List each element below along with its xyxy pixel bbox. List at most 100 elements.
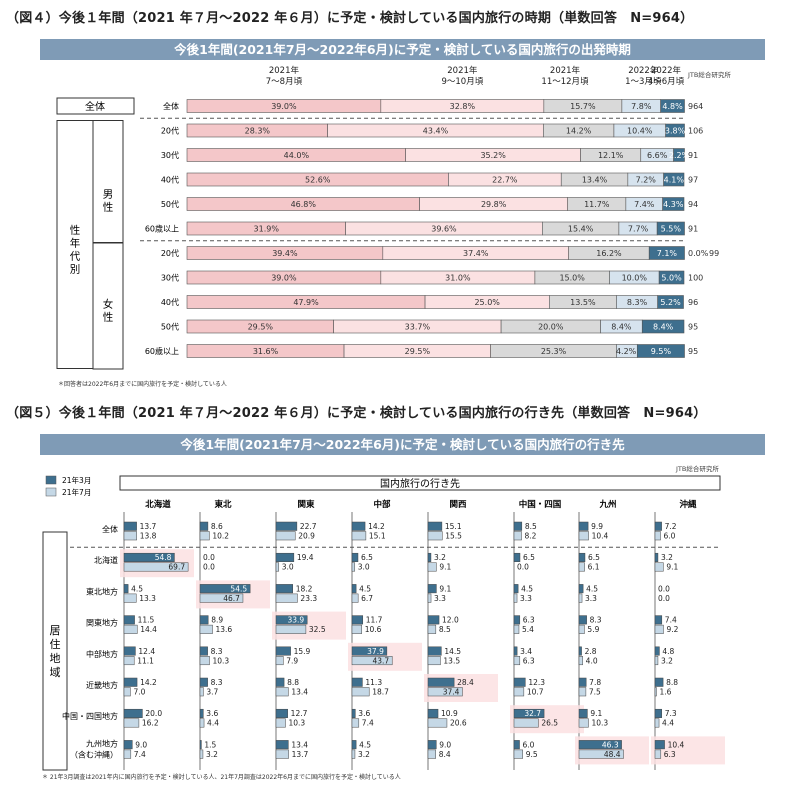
data-label: 25.3% (541, 347, 567, 356)
data-label-jul: 7.0 (133, 688, 145, 697)
bar-mar (654, 677, 664, 687)
data-label: 8.4% (653, 323, 674, 332)
series-header: 1～3月頃 (625, 77, 662, 87)
bar-mar (199, 615, 209, 625)
data-label-mar: 4.5 (586, 584, 598, 593)
data-label-mar: 15.1 (445, 522, 462, 531)
fig4-banner: 今後1年間(2021年7月～2022年6月)に予定・検討している国内旅行の出発時… (40, 39, 765, 60)
data-label-jul: 8.5 (439, 625, 451, 634)
data-label-jul: 7.4 (134, 750, 146, 759)
bar-jul (513, 593, 518, 603)
column-header: 中部 (373, 499, 391, 510)
data-label-mar: 12.4 (138, 647, 155, 656)
bar-mar (351, 740, 357, 750)
column-header: 北海道 (145, 499, 171, 510)
group-box-all (56, 97, 135, 115)
bar-jul (275, 656, 284, 666)
bar-mar (578, 677, 587, 687)
data-label: 39.0% (271, 102, 297, 111)
bar-jul (351, 687, 370, 697)
row-label: 60歳以上 (145, 346, 179, 356)
data-label-jul: 9.2 (666, 625, 678, 634)
legend-swatch (45, 487, 57, 497)
data-label-jul: 10.3 (591, 719, 608, 728)
fig5-title: （図５）今後１年間（2021 年７月～2022 年６月）に予定・検討している国内… (6, 406, 707, 421)
data-label-mar: 9.0 (439, 740, 451, 749)
data-label: 5.0% (661, 274, 682, 283)
data-label-mar: 13.4 (291, 740, 308, 749)
bar-mar (351, 521, 366, 531)
group-label-male: 男 (103, 189, 114, 201)
data-label-jul: 9.1 (666, 563, 678, 572)
bar-segment (662, 197, 685, 211)
data-label-mar: 3.4 (520, 647, 532, 656)
bar-jul (351, 624, 363, 634)
bar-mar (427, 646, 442, 656)
data-label-mar: 14.2 (140, 678, 157, 687)
data-label-mar: 9.9 (591, 522, 603, 531)
bar-mar (275, 552, 295, 562)
data-label: 37.4% (463, 249, 489, 258)
row-group-label: 居 (50, 624, 61, 637)
row-label: 中国・四国地方 (62, 711, 118, 721)
data-label: 8.3% (627, 298, 648, 307)
group-label-age: 年 (70, 237, 81, 250)
data-label: 3.8% (665, 127, 686, 136)
data-label: 7.1% (657, 249, 678, 258)
bar-mar (275, 740, 289, 750)
series-header: 11～12月頃 (541, 77, 589, 87)
bar-jul (275, 718, 286, 728)
bar-mar (513, 708, 545, 718)
data-label-mar: 22.7 (300, 522, 317, 531)
data-label: 39.6% (431, 225, 457, 234)
bar-mar (427, 615, 440, 625)
row-n: 964 (688, 102, 703, 111)
data-label-jul: 37.4 (443, 688, 460, 697)
data-label: 2.2% (669, 151, 690, 160)
data-label-jul: 13.4 (291, 688, 308, 697)
data-label-mar: 9.0 (135, 740, 147, 749)
data-label-mar: 54.8 (155, 553, 172, 562)
bar-mar (578, 708, 588, 718)
bar-mar (578, 584, 584, 594)
data-label-jul: 6.1 (588, 563, 600, 572)
bar-mar (578, 615, 587, 625)
bar-mar (199, 677, 208, 687)
data-label: 13.5% (570, 298, 596, 307)
bar-jul (199, 656, 210, 666)
row-label: 九州地方 (86, 738, 118, 748)
bar-mar (199, 646, 208, 656)
data-label-mar: 1.5 (204, 740, 216, 749)
data-label-jul: 32.5 (309, 625, 326, 634)
series-header: 2021年 (447, 65, 478, 76)
data-label-jul: 3.2 (206, 750, 218, 759)
data-label: 46.8% (291, 200, 317, 209)
row-label: 20代 (161, 248, 179, 258)
data-label-mar: 54.5 (230, 584, 247, 593)
data-label-jul: 0.0 (658, 594, 670, 603)
bar-segment (641, 319, 685, 334)
data-label-mar: 6.3 (523, 616, 535, 625)
data-label: 39.0% (271, 274, 297, 283)
bar-jul (654, 624, 664, 634)
row-group-label: 地 (50, 652, 61, 665)
bar-mar (427, 677, 455, 687)
bar-jul (351, 593, 359, 603)
data-label: 31.6% (253, 347, 279, 356)
data-label-jul: 3.3 (520, 594, 532, 603)
bar-mar (578, 521, 589, 531)
bar-mar (513, 552, 521, 562)
data-label-jul: 13.3 (139, 594, 156, 603)
row-label: 50代 (161, 322, 179, 332)
data-label: 15.0% (559, 274, 585, 283)
series-header: 4～6月頃 (648, 77, 685, 87)
data-label-mar: 0.0 (658, 584, 670, 593)
data-label-mar: 32.7 (524, 709, 541, 718)
data-label-mar: 8.6 (211, 522, 223, 531)
bar-jul (123, 656, 135, 666)
data-label-jul: 18.7 (372, 688, 389, 697)
bar-jul (578, 624, 585, 634)
bar-jul (654, 687, 657, 697)
bar-jul (351, 749, 356, 759)
